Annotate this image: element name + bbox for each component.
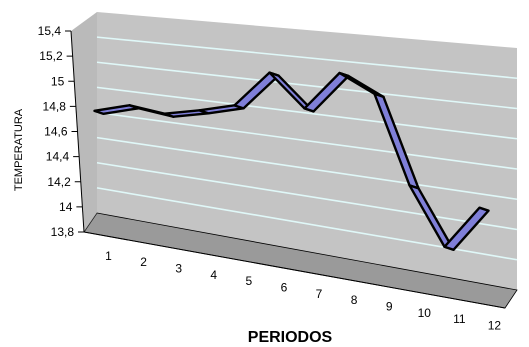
x-tick-label: 4 (210, 268, 217, 282)
back-wall-plane (97, 12, 517, 290)
y-axis-label: TEMPERATURA (13, 108, 25, 191)
x-tick-label: 1 (105, 249, 112, 263)
y-tick-label: 13,8 (51, 225, 75, 239)
x-tick-label: 11 (453, 312, 466, 326)
x-tick-label: 6 (281, 281, 288, 295)
grid-line (96, 111, 518, 170)
x-tick-label: 10 (418, 306, 432, 320)
grid-line (96, 161, 518, 231)
y-tick-label: 14,4 (46, 150, 70, 164)
chart-back-wall (71, 12, 518, 309)
x-axis-ticks: 1 2 3 4 5 6 7 8 9 10 11 12 (105, 249, 501, 333)
x-axis-line (83, 231, 506, 309)
series-line (93, 71, 490, 251)
y-tick-label: 15,4 (38, 24, 62, 38)
grid-line (96, 136, 518, 201)
y-tick-label: 15 (51, 74, 65, 88)
x-tick-label: 9 (386, 300, 393, 314)
y-axis-ticks: 13,8 14 14,2 14,4 14,6 14,8 15 15,2 15,4 (38, 24, 84, 239)
y-tick-label: 15,2 (39, 49, 63, 63)
side-wall-plane (71, 12, 97, 232)
x-axis-label: PERIODOS (248, 329, 333, 346)
y-tick-label: 14,2 (47, 175, 71, 189)
y-tick-label: 14,8 (43, 99, 67, 113)
x-tick-label: 8 (351, 293, 358, 307)
x-tick-label: 12 (488, 319, 502, 333)
y-tick-label: 14,6 (44, 125, 68, 139)
x-tick-label: 5 (246, 274, 253, 288)
x-tick-label: 7 (316, 287, 323, 301)
grid-line (96, 36, 518, 80)
y-tick-label: 14 (59, 200, 73, 214)
x-tick-label: 3 (175, 262, 182, 276)
grid-line (96, 86, 518, 140)
x-tick-label: 2 (140, 255, 147, 269)
grid-line (96, 61, 518, 110)
series-segment (443, 206, 490, 251)
grid-lines (96, 36, 518, 261)
